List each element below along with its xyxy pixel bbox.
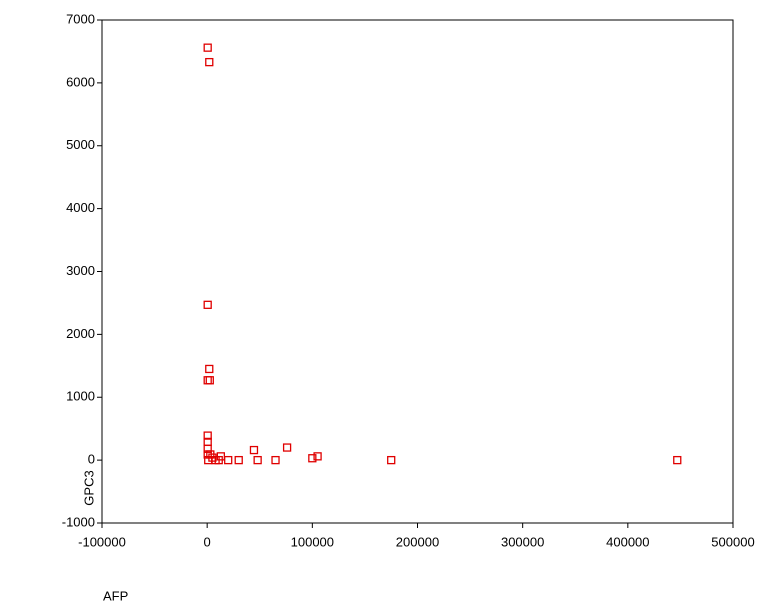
- point: [203, 376, 212, 385]
- point: [308, 454, 317, 463]
- y-tick-label: 6000: [66, 74, 95, 89]
- y-tick-label: 1000: [66, 389, 95, 404]
- point: [205, 57, 214, 67]
- point: [203, 43, 212, 52]
- point: [271, 455, 280, 465]
- y-tick-label: 3000: [66, 263, 95, 278]
- x-tick-label: 100000: [291, 534, 334, 549]
- y-tick-label: 2000: [66, 326, 95, 341]
- y-tick-label: 5000: [66, 137, 95, 152]
- y-tick-label: 4000: [66, 200, 95, 215]
- point: [203, 444, 212, 453]
- x-axis-label: AFP: [103, 588, 128, 603]
- y-tick-label: 7000: [66, 11, 95, 26]
- x-tick-label: 400000: [606, 534, 649, 549]
- point: [203, 300, 212, 309]
- x-tick-label: 500000: [711, 534, 754, 549]
- x-tick-label: 0: [204, 534, 211, 549]
- point: [282, 443, 292, 452]
- point: [313, 452, 322, 461]
- plot-frame: [101, 19, 734, 524]
- point: [205, 376, 214, 385]
- x-tick-label: 300000: [501, 534, 544, 549]
- point: [205, 364, 214, 374]
- y-tick-label: 0: [88, 452, 95, 467]
- x-tick-label: 200000: [396, 534, 439, 549]
- y-axis-label: GPC3: [81, 470, 96, 505]
- point: [203, 431, 212, 440]
- point: [234, 455, 243, 465]
- point: [253, 455, 262, 465]
- y-tick-label: -1000: [62, 514, 95, 529]
- point: [673, 455, 682, 465]
- point: [387, 455, 396, 465]
- x-tick-label: -100000: [78, 534, 126, 549]
- point: [249, 445, 259, 455]
- point: [224, 455, 233, 465]
